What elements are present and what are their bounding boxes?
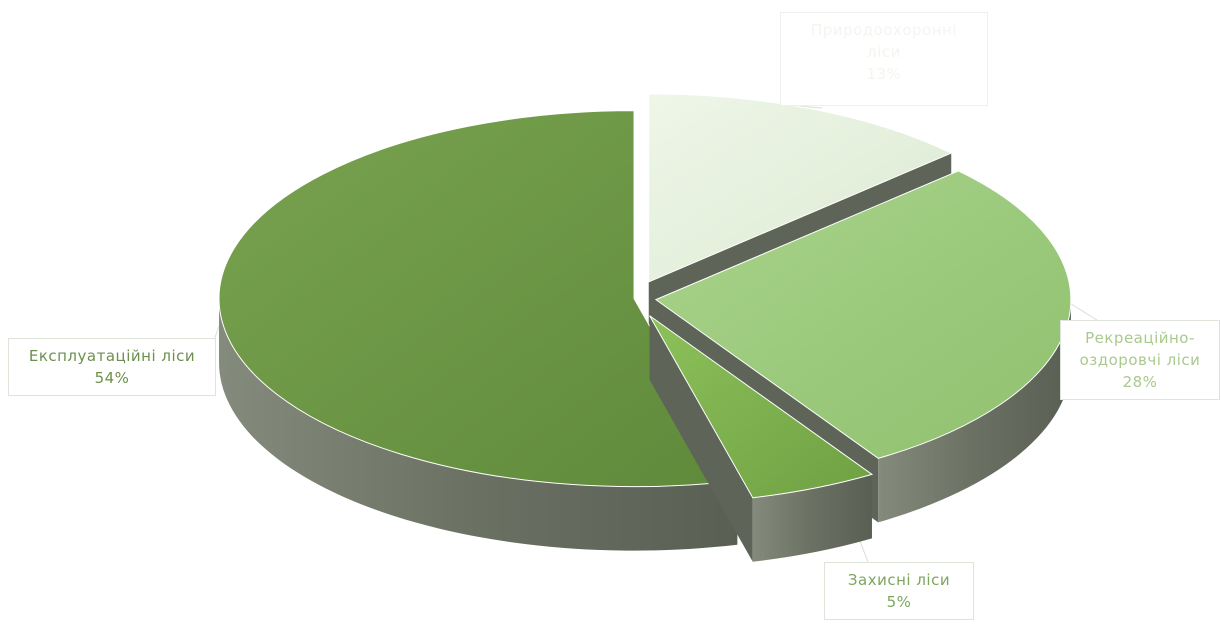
slice-protective-top [649, 315, 874, 499]
slice-protective-side [752, 474, 872, 562]
slice-protective-wall-1 [649, 315, 753, 562]
label-recreation-percent: 28% [1122, 373, 1158, 391]
label-exploitation-percent: 54% [94, 369, 130, 387]
slice-exploitation-side [219, 298, 738, 551]
slice-protective [649, 315, 874, 562]
label-nature-percent: 13% [866, 65, 902, 83]
label-nature: Природоохоронні ліси 13% [780, 12, 988, 106]
label-exploitation-name: Експлуатаційні ліси [28, 347, 196, 365]
label-exploitation: Експлуатаційні ліси 54% [8, 338, 216, 396]
label-protective: Захисні ліси 5% [824, 562, 974, 620]
label-recreation-name-1: Рекреаційно- [1085, 329, 1195, 347]
label-nature-name-2: ліси [867, 43, 901, 61]
slices-layer [218, 93, 1072, 562]
slice-exploitation-top [218, 110, 739, 488]
slice-nature-top [648, 93, 953, 283]
label-protective-percent: 5% [886, 593, 912, 611]
slice-recreation-side [878, 299, 1071, 523]
label-recreation: Рекреаційно- оздоровчі ліси 28% [1060, 320, 1220, 400]
label-nature-name-1: Природоохоронні [810, 21, 957, 39]
label-protective-name: Захисні ліси [847, 571, 951, 589]
label-recreation-name-2: оздоровчі ліси [1079, 351, 1201, 369]
